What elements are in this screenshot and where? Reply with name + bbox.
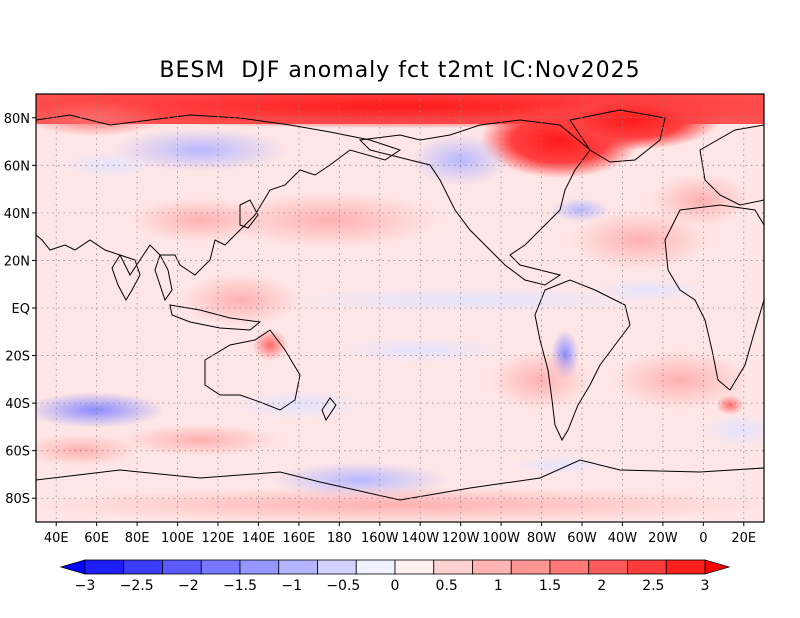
colorbar-max-arrow: [704, 559, 731, 575]
lon-tick-label: 20W: [648, 531, 678, 546]
colorbar-label: 1.5: [539, 578, 561, 594]
indonesia-outline: [169, 304, 262, 331]
lon-tick-label: 80E: [125, 531, 150, 546]
colorbar-label: 0.5: [436, 578, 458, 594]
lon-tick-label: 180: [327, 531, 352, 546]
lon-tick-label: 120W: [442, 531, 480, 546]
colorbar-label: 0: [391, 578, 400, 594]
lon-tick-label: 140E: [242, 531, 275, 546]
colorbar-boxes: [59, 559, 731, 575]
colorbar-labels: −3 −2.5 −2 −1.5 −1 −0.5 0 0.5 1 1.5 2 2.5 3: [75, 578, 710, 594]
lat-tick-label: 20N: [4, 254, 30, 269]
lat-tick-label: 40S: [5, 397, 30, 412]
colorbar-label: −2.5: [120, 578, 154, 594]
colorbar-box: [665, 559, 706, 575]
lon-tick-label: 120E: [201, 531, 234, 546]
colorbar-box: [627, 559, 667, 575]
colorbar-box: [239, 559, 280, 575]
colorbar-min-arrow: [59, 559, 86, 575]
colorbar-label: −1: [281, 578, 302, 594]
colorbar-label: −1.5: [223, 578, 257, 594]
australia-outline: [204, 329, 301, 411]
lon-tick-label: 140W: [401, 531, 439, 546]
lon-tick-label: 100E: [161, 531, 194, 546]
lat-axis: 80N 60N 40N 20N EQ 20S 40S 60S 80S: [4, 112, 36, 507]
colorbar-box: [162, 559, 202, 575]
lon-tick-label: 40W: [608, 531, 638, 546]
lat-tick-label: 60S: [5, 445, 30, 460]
lat-tick-label: EQ: [12, 302, 30, 317]
greenland-outline: [569, 109, 666, 163]
lon-tick-label: 20E: [731, 531, 756, 546]
colorbar-label: −3: [75, 578, 96, 594]
colorbar-box: [278, 559, 318, 575]
colorbar-label: 2: [597, 578, 606, 594]
lon-tick-label: 160E: [282, 531, 315, 546]
lon-tick-label: 160W: [361, 531, 399, 546]
lon-tick-label: 40E: [44, 531, 69, 546]
colorbar-label: −0.5: [326, 578, 360, 594]
south-america-outline: [534, 279, 631, 442]
africa-outline: [664, 204, 764, 391]
colorbar-label: 3: [701, 578, 710, 594]
lat-tick-label: 20S: [5, 350, 30, 365]
colorbar-label: −2: [178, 578, 199, 594]
new-zealand-outline: [321, 397, 337, 422]
colorbar-box: [433, 559, 473, 575]
colorbar-box: [510, 559, 551, 575]
antarctica-outline: [36, 459, 764, 501]
japan-outline: [239, 199, 259, 229]
lon-tick-label: 60W: [567, 531, 597, 546]
lon-tick-label: 80W: [527, 531, 557, 546]
colorbar-label: 2.5: [642, 578, 664, 594]
colorbar-box: [394, 559, 435, 575]
europe-outline: [699, 124, 764, 206]
graticule: [36, 94, 764, 522]
lat-tick-label: 60N: [4, 159, 30, 174]
lat-tick-label: 40N: [4, 207, 30, 222]
map-title: BESM DJF anomaly fct t2mt IC:Nov2025: [159, 58, 641, 83]
north-america-outline: [358, 119, 591, 286]
lon-tick-label: 60E: [84, 531, 109, 546]
se-asia-outline: [154, 253, 173, 302]
colorbar-label: 1: [494, 578, 503, 594]
colorbar-box: [84, 559, 125, 575]
india-outline: [111, 254, 141, 302]
eurasia-outline: [36, 114, 402, 276]
lat-tick-label: 80N: [4, 112, 30, 127]
lon-axis: 40E 60E 80E 100E 120E 140E 160E 180 160W 140W 120W…: [44, 522, 756, 546]
colorbar-box: [549, 559, 590, 575]
lon-tick-label: 0: [699, 531, 707, 546]
coastlines: [36, 109, 764, 501]
colorbar-box: [317, 559, 357, 575]
colorbar-box: [123, 559, 163, 575]
lon-tick-label: 100W: [482, 531, 520, 546]
colorbar-box: [588, 559, 628, 575]
colorbar-box: [200, 559, 241, 575]
lat-tick-label: 80S: [5, 492, 30, 507]
colorbar-box: [355, 559, 396, 575]
colorbar-box: [472, 559, 512, 575]
